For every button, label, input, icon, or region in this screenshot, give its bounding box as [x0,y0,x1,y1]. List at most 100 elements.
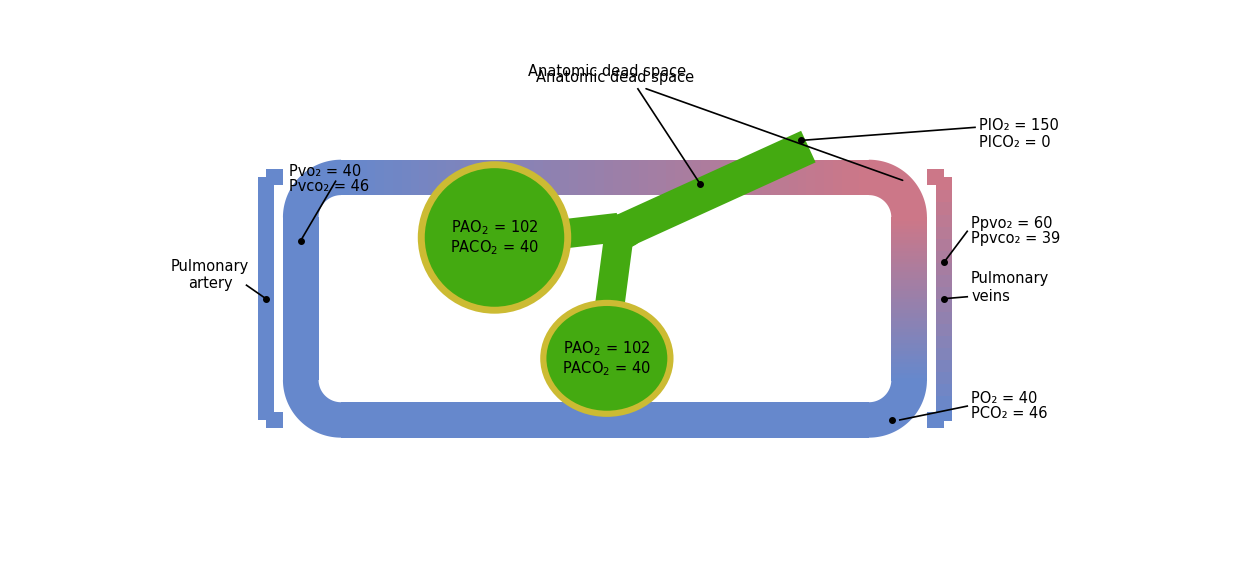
Polygon shape [935,346,952,360]
Polygon shape [891,333,927,338]
Polygon shape [745,160,755,195]
Polygon shape [935,334,952,348]
Polygon shape [935,177,952,190]
Text: PIO₂ = 150: PIO₂ = 150 [980,118,1059,133]
Polygon shape [789,160,799,195]
Text: PO₂ = 40: PO₂ = 40 [971,391,1037,406]
Polygon shape [891,217,927,221]
Polygon shape [531,213,621,252]
Polygon shape [341,403,869,438]
Polygon shape [490,160,500,195]
Polygon shape [358,160,368,195]
Polygon shape [578,160,588,195]
Polygon shape [927,169,944,186]
Polygon shape [935,213,952,227]
Polygon shape [763,160,773,195]
Polygon shape [737,160,747,195]
Polygon shape [842,160,852,195]
Polygon shape [560,160,570,195]
Polygon shape [891,292,927,297]
Polygon shape [410,160,421,195]
Polygon shape [891,274,927,278]
Polygon shape [534,160,544,195]
Polygon shape [891,339,927,343]
Polygon shape [891,349,927,354]
Polygon shape [816,160,826,195]
Ellipse shape [540,300,674,417]
Polygon shape [891,233,927,237]
Polygon shape [402,160,412,195]
Polygon shape [891,347,927,351]
Polygon shape [283,380,341,438]
Polygon shape [891,355,927,359]
Polygon shape [891,255,927,259]
Text: PACO$_2$ = 40: PACO$_2$ = 40 [449,238,539,257]
Polygon shape [935,225,952,239]
Polygon shape [481,160,491,195]
Polygon shape [891,303,927,307]
Polygon shape [631,160,641,195]
Polygon shape [935,383,952,397]
Polygon shape [507,160,517,195]
Polygon shape [283,218,319,380]
Polygon shape [543,160,553,195]
Polygon shape [891,230,927,234]
Polygon shape [258,177,274,420]
Polygon shape [891,314,927,318]
Polygon shape [935,188,952,202]
Polygon shape [891,282,927,286]
Polygon shape [551,160,562,195]
Polygon shape [772,160,782,195]
Polygon shape [692,160,703,195]
Polygon shape [754,160,764,195]
Polygon shape [807,160,817,195]
Polygon shape [869,380,927,438]
Polygon shape [891,219,927,224]
Polygon shape [891,249,927,253]
Polygon shape [891,284,927,289]
Polygon shape [935,395,952,408]
Polygon shape [891,368,927,372]
Polygon shape [935,274,952,287]
Polygon shape [935,237,952,251]
Polygon shape [891,222,927,226]
Polygon shape [592,237,633,329]
Polygon shape [613,160,623,195]
Text: Anatomic dead space: Anatomic dead space [535,70,903,180]
Text: Ppvco₂ = 39: Ppvco₂ = 39 [971,231,1060,246]
Polygon shape [622,160,632,195]
Polygon shape [728,160,738,195]
Polygon shape [463,160,473,195]
Polygon shape [648,160,658,195]
Polygon shape [666,160,676,195]
Polygon shape [935,286,952,299]
Polygon shape [891,246,927,251]
Polygon shape [891,252,927,256]
Polygon shape [349,160,359,195]
Polygon shape [472,160,482,195]
Polygon shape [935,358,952,372]
Polygon shape [935,407,952,420]
Polygon shape [891,235,927,240]
Polygon shape [891,306,927,310]
Polygon shape [833,160,844,195]
Polygon shape [781,160,791,195]
Polygon shape [604,160,614,195]
Polygon shape [891,311,927,316]
Polygon shape [935,322,952,336]
Polygon shape [891,244,927,248]
Polygon shape [891,225,927,229]
Polygon shape [701,160,711,195]
Polygon shape [927,412,944,428]
Polygon shape [266,412,283,428]
Polygon shape [935,262,952,275]
Polygon shape [640,160,650,195]
Polygon shape [675,160,685,195]
Polygon shape [891,325,927,329]
Polygon shape [891,344,927,348]
Polygon shape [437,160,447,195]
Ellipse shape [418,161,572,314]
Polygon shape [891,371,927,375]
Polygon shape [891,298,927,302]
Text: Pvo₂ = 40: Pvo₂ = 40 [290,164,361,179]
